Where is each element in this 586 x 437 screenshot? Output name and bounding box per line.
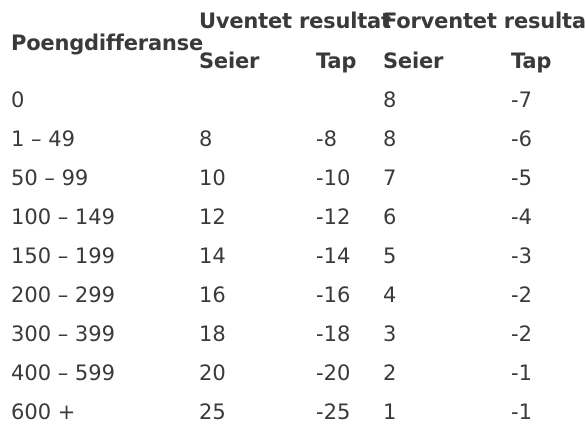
table-body: 0 8 -7 1 – 49 8 -8 8 -6 50 – 99 10 -10 7 -5 100 – 149…	[0, 80, 586, 431]
cell-unexpected-loss: -8	[316, 126, 337, 151]
table-row: 50 – 99 10 -10 7 -5	[0, 158, 586, 197]
cell-unexpected-loss: -25	[316, 399, 351, 424]
cell-unexpected-win: 14	[199, 243, 226, 268]
row-header-label: Poengdifferanse	[11, 30, 204, 55]
cell-unexpected-loss: -10	[316, 165, 351, 190]
group-header-expected: Forventet resultat	[383, 9, 586, 33]
cell-expected-win: 2	[383, 360, 397, 385]
cell-expected-win: 6	[383, 204, 397, 229]
cell-point-difference: 100 – 149	[11, 204, 116, 229]
cell-unexpected-loss: -18	[316, 321, 351, 346]
header-row-subcolumns: Seier Tap Seier Tap	[0, 42, 586, 80]
cell-unexpected-win: 20	[199, 360, 226, 385]
cell-expected-loss: -2	[511, 282, 532, 307]
cell-expected-loss: -7	[511, 87, 532, 112]
cell-expected-win: 4	[383, 282, 397, 307]
cell-point-difference: 1 – 49	[11, 126, 75, 151]
table-row: 400 – 599 20 -20 2 -1	[0, 353, 586, 392]
cell-unexpected-win: 18	[199, 321, 226, 346]
cell-unexpected-win: 16	[199, 282, 226, 307]
cell-point-difference: 50 – 99	[11, 165, 89, 190]
cell-unexpected-loss: -14	[316, 243, 351, 268]
cell-expected-win: 3	[383, 321, 397, 346]
cell-point-difference: 200 – 299	[11, 282, 116, 307]
cell-expected-loss: -1	[511, 399, 532, 424]
cell-unexpected-win: 12	[199, 204, 226, 229]
cell-expected-win: 7	[383, 165, 397, 190]
cell-point-difference: 150 – 199	[11, 243, 116, 268]
cell-point-difference: 300 – 399	[11, 321, 116, 346]
table-row: 150 – 199 14 -14 5 -3	[0, 236, 586, 275]
cell-unexpected-loss: -12	[316, 204, 351, 229]
subheader-unexpected-loss: Tap	[316, 49, 357, 73]
cell-expected-loss: -4	[511, 204, 532, 229]
cell-expected-win: 5	[383, 243, 397, 268]
cell-unexpected-win: 8	[199, 126, 213, 151]
subheader-expected-loss: Tap	[511, 49, 552, 73]
cell-point-difference: 600 +	[11, 399, 76, 424]
group-header-unexpected: Uventet resultat	[199, 9, 391, 33]
cell-expected-win: 1	[383, 399, 397, 424]
cell-unexpected-loss	[305, 80, 383, 119]
cell-expected-loss: -6	[511, 126, 532, 151]
cell-expected-win: 8	[383, 87, 397, 112]
subheader-unexpected-win: Seier	[199, 49, 260, 73]
cell-expected-loss: -2	[511, 321, 532, 346]
table-row: 1 – 49 8 -8 8 -6	[0, 119, 586, 158]
table-row: 100 – 149 12 -12 6 -4	[0, 197, 586, 236]
header-row-groups: Poengdifferanse Uventet resultat Forvent…	[0, 0, 586, 55]
cell-unexpected-win	[199, 80, 305, 119]
cell-expected-loss: -1	[511, 360, 532, 385]
table-row: 200 – 299 16 -16 4 -2	[0, 275, 586, 314]
subheader-expected-win: Seier	[383, 49, 444, 73]
cell-expected-win: 8	[383, 126, 397, 151]
cell-point-difference: 0	[11, 87, 25, 112]
table-row: 300 – 399 18 -18 3 -2	[0, 314, 586, 353]
cell-unexpected-loss: -20	[316, 360, 351, 385]
cell-expected-loss: -3	[511, 243, 532, 268]
cell-point-difference: 400 – 599	[11, 360, 116, 385]
cell-unexpected-win: 10	[199, 165, 226, 190]
table-header: Poengdifferanse Uventet resultat Forvent…	[0, 0, 586, 80]
table-row: 600 + 25 -25 1 -1	[0, 392, 586, 431]
table-row: 0 8 -7	[0, 80, 586, 119]
cell-unexpected-loss: -16	[316, 282, 351, 307]
cell-expected-loss: -5	[511, 165, 532, 190]
cell-unexpected-win: 25	[199, 399, 226, 424]
